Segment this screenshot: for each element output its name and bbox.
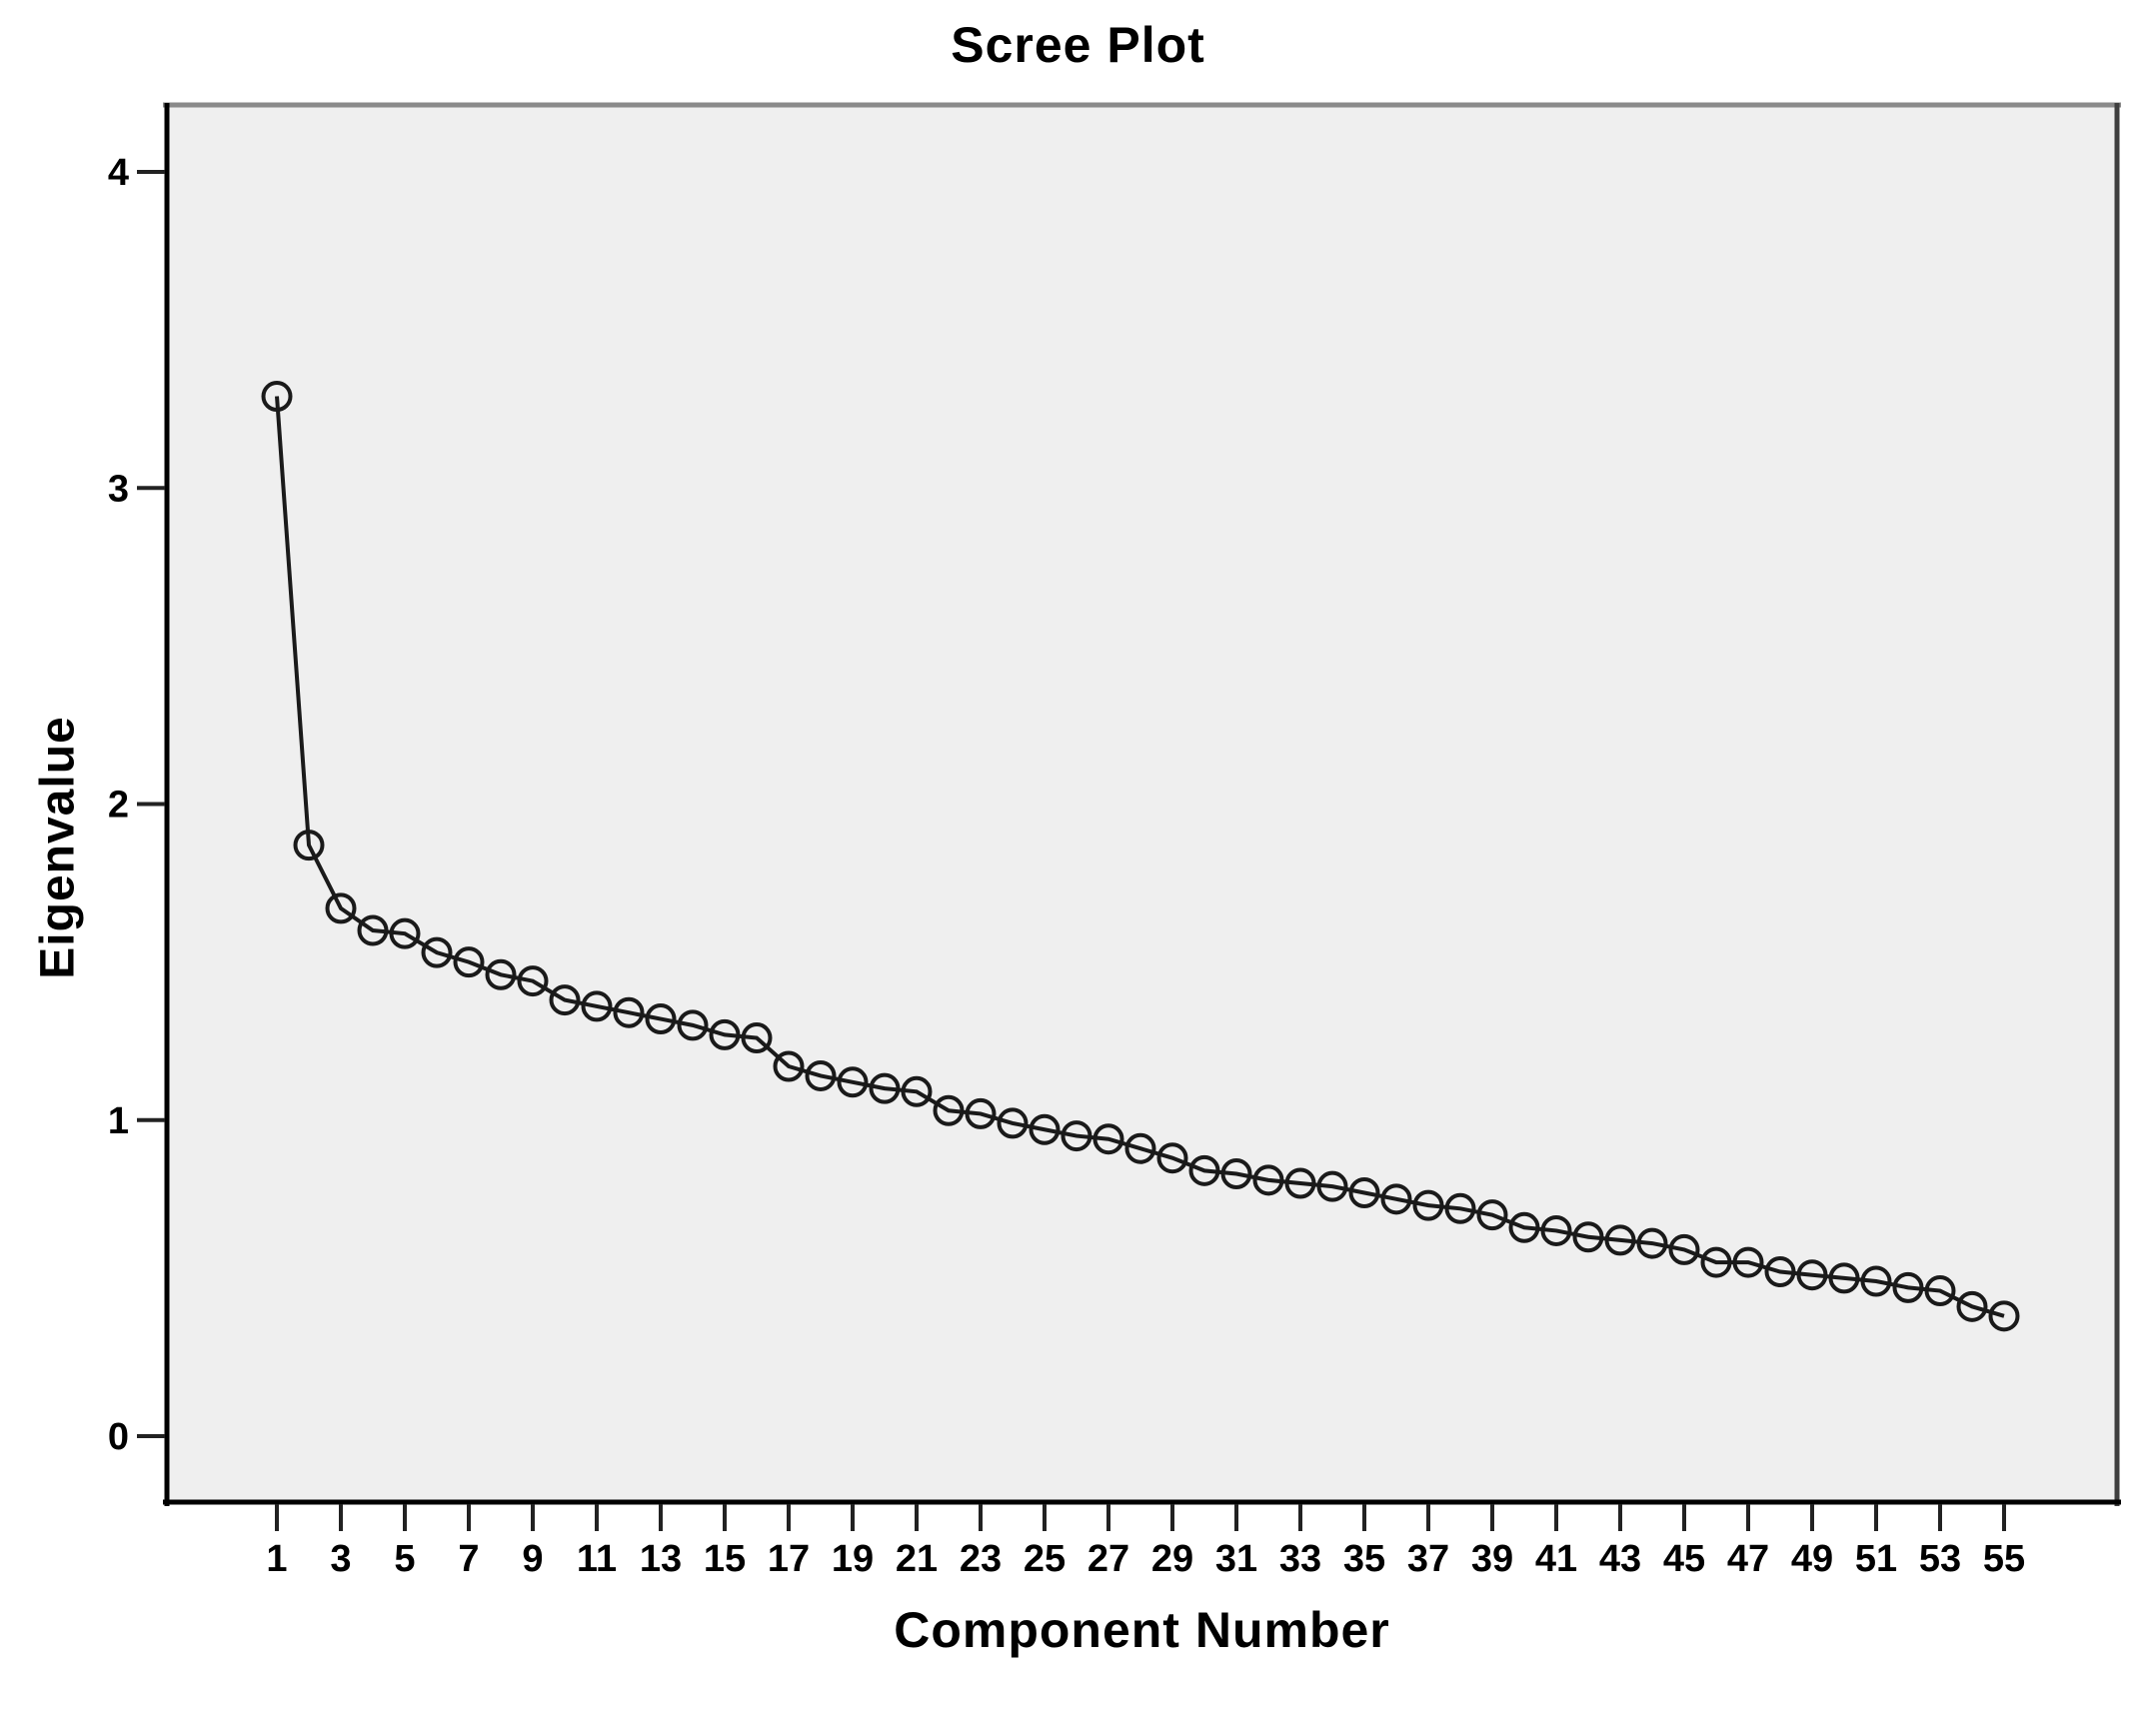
data-point-marker <box>1860 1265 1892 1297</box>
data-point-marker <box>1348 1176 1380 1208</box>
data-point-marker <box>261 381 293 413</box>
data-point-marker <box>1604 1224 1636 1256</box>
data-point-marker <box>1124 1132 1156 1164</box>
x-axis-tick-label: 37 <box>1407 1538 1449 1580</box>
data-point-marker <box>293 830 325 861</box>
y-axis-tick-label: 3 <box>108 468 129 510</box>
x-axis-tick-label: 23 <box>960 1538 1002 1580</box>
x-axis-tick-label: 43 <box>1599 1538 1641 1580</box>
data-point-marker <box>837 1066 869 1098</box>
data-point-marker <box>1252 1164 1284 1196</box>
x-axis-tick-label: 9 <box>522 1538 543 1580</box>
x-axis-tick-label: 41 <box>1535 1538 1577 1580</box>
data-point-marker <box>1668 1233 1700 1265</box>
data-point-marker <box>1732 1246 1764 1278</box>
data-point-marker <box>1092 1123 1124 1155</box>
data-point-marker <box>997 1107 1029 1139</box>
data-point-marker <box>1956 1290 1988 1322</box>
data-point-marker <box>1220 1158 1252 1190</box>
x-axis-tick-label: 47 <box>1727 1538 1769 1580</box>
x-axis-tick-label: 31 <box>1215 1538 1257 1580</box>
data-point-marker <box>1412 1189 1444 1221</box>
data-point-marker <box>1444 1192 1476 1224</box>
data-point-marker <box>357 914 389 946</box>
chart-title: Scree Plot <box>951 17 1205 73</box>
data-point-marker <box>1316 1170 1348 1202</box>
data-point-marker <box>1572 1221 1604 1253</box>
x-axis-tick-label: 19 <box>832 1538 874 1580</box>
data-point-marker <box>613 996 645 1028</box>
data-point-marker <box>1156 1142 1188 1174</box>
x-axis-tick-label: 3 <box>330 1538 351 1580</box>
scree-line <box>275 396 2005 1318</box>
data-point-marker <box>581 990 613 1022</box>
data-point-marker <box>1029 1113 1061 1145</box>
x-axis-tick-label: 35 <box>1343 1538 1385 1580</box>
data-point-marker <box>869 1072 901 1104</box>
data-point-marker <box>389 917 421 949</box>
data-point-marker <box>805 1059 837 1091</box>
x-axis-tick-label: 15 <box>704 1538 746 1580</box>
data-point-marker <box>773 1050 805 1082</box>
x-axis-tick-label: 25 <box>1024 1538 1066 1580</box>
x-axis-tick-label: 1 <box>266 1538 287 1580</box>
data-point-marker <box>1924 1275 1956 1307</box>
data-point-marker <box>965 1097 997 1129</box>
x-axis-tick-label: 13 <box>640 1538 682 1580</box>
data-point-marker <box>325 892 357 924</box>
data-point-marker <box>1061 1120 1092 1152</box>
x-axis-tick-label: 17 <box>768 1538 810 1580</box>
x-axis-tick-label: 33 <box>1279 1538 1321 1580</box>
x-axis-tick-label: 27 <box>1087 1538 1129 1580</box>
data-point-marker <box>677 1009 709 1041</box>
data-point-marker <box>1508 1211 1540 1243</box>
data-point-marker <box>1188 1154 1220 1186</box>
data-point-marker <box>1540 1214 1572 1246</box>
data-point-marker <box>1892 1271 1924 1303</box>
data-point-marker <box>485 958 517 990</box>
data-point-marker <box>453 946 485 978</box>
data-point-marker <box>709 1018 741 1050</box>
x-axis-tick-label: 5 <box>394 1538 415 1580</box>
x-axis-tick-label: 55 <box>1983 1538 2025 1580</box>
data-point-marker <box>1476 1199 1508 1231</box>
x-axis-tick-label: 21 <box>896 1538 938 1580</box>
y-axis-tick-label: 2 <box>108 785 129 827</box>
data-point-marker <box>645 1003 677 1035</box>
y-axis-tick-label: 0 <box>108 1416 129 1458</box>
x-axis-tick-label: 7 <box>458 1538 479 1580</box>
x-axis-tick-label: 11 <box>577 1538 617 1580</box>
data-point-marker <box>1764 1256 1796 1288</box>
data-point-marker <box>1700 1246 1732 1278</box>
x-axis-tick-label: 53 <box>1919 1538 1961 1580</box>
y-axis-tick-label: 1 <box>108 1100 129 1142</box>
data-point-marker <box>901 1075 933 1107</box>
y-axis-tick-label: 4 <box>108 152 129 194</box>
data-point-marker <box>1828 1262 1860 1294</box>
data-point-marker <box>933 1094 965 1126</box>
data-point-marker <box>1380 1183 1412 1215</box>
data-point-marker <box>741 1022 773 1054</box>
data-point-marker <box>1636 1227 1668 1259</box>
x-axis-title: Component Number <box>894 1602 1390 1658</box>
data-point-marker <box>1988 1300 2020 1332</box>
data-point-marker <box>1796 1259 1828 1291</box>
x-axis-tick-label: 45 <box>1663 1538 1705 1580</box>
data-point-marker <box>421 936 453 968</box>
data-point-marker <box>1284 1167 1316 1199</box>
x-axis-tick-label: 51 <box>1855 1538 1897 1580</box>
data-point-marker <box>549 984 581 1016</box>
x-axis-tick-label: 29 <box>1151 1538 1193 1580</box>
x-axis-tick-label: 39 <box>1471 1538 1513 1580</box>
plot-area-background <box>165 103 2119 1504</box>
data-point-marker <box>517 965 549 997</box>
x-axis-tick-label: 49 <box>1791 1538 1833 1580</box>
